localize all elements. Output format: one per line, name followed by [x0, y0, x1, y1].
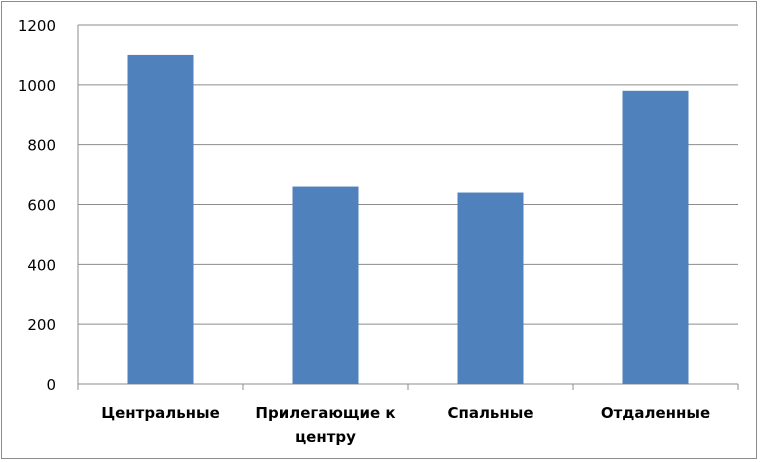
y-tick-label: 800: [27, 137, 56, 155]
y-tick-label: 1000: [18, 77, 56, 95]
bar: [622, 90, 689, 385]
y-tick-label: 0: [46, 376, 56, 394]
y-tick-label: 1200: [18, 17, 56, 35]
y-tick-label: 400: [27, 256, 56, 274]
y-tick-label: 600: [27, 197, 56, 215]
x-category-label: Прилегающие к: [255, 404, 395, 422]
x-category-label: Спальные: [447, 404, 533, 422]
bar: [457, 192, 524, 384]
x-category-label: Центральные: [101, 404, 220, 422]
x-category-label: Отдаленные: [601, 404, 710, 422]
bar: [127, 54, 194, 385]
y-tick-label: 200: [27, 316, 56, 334]
x-category-label: центру: [295, 428, 356, 446]
bar: [292, 186, 359, 384]
